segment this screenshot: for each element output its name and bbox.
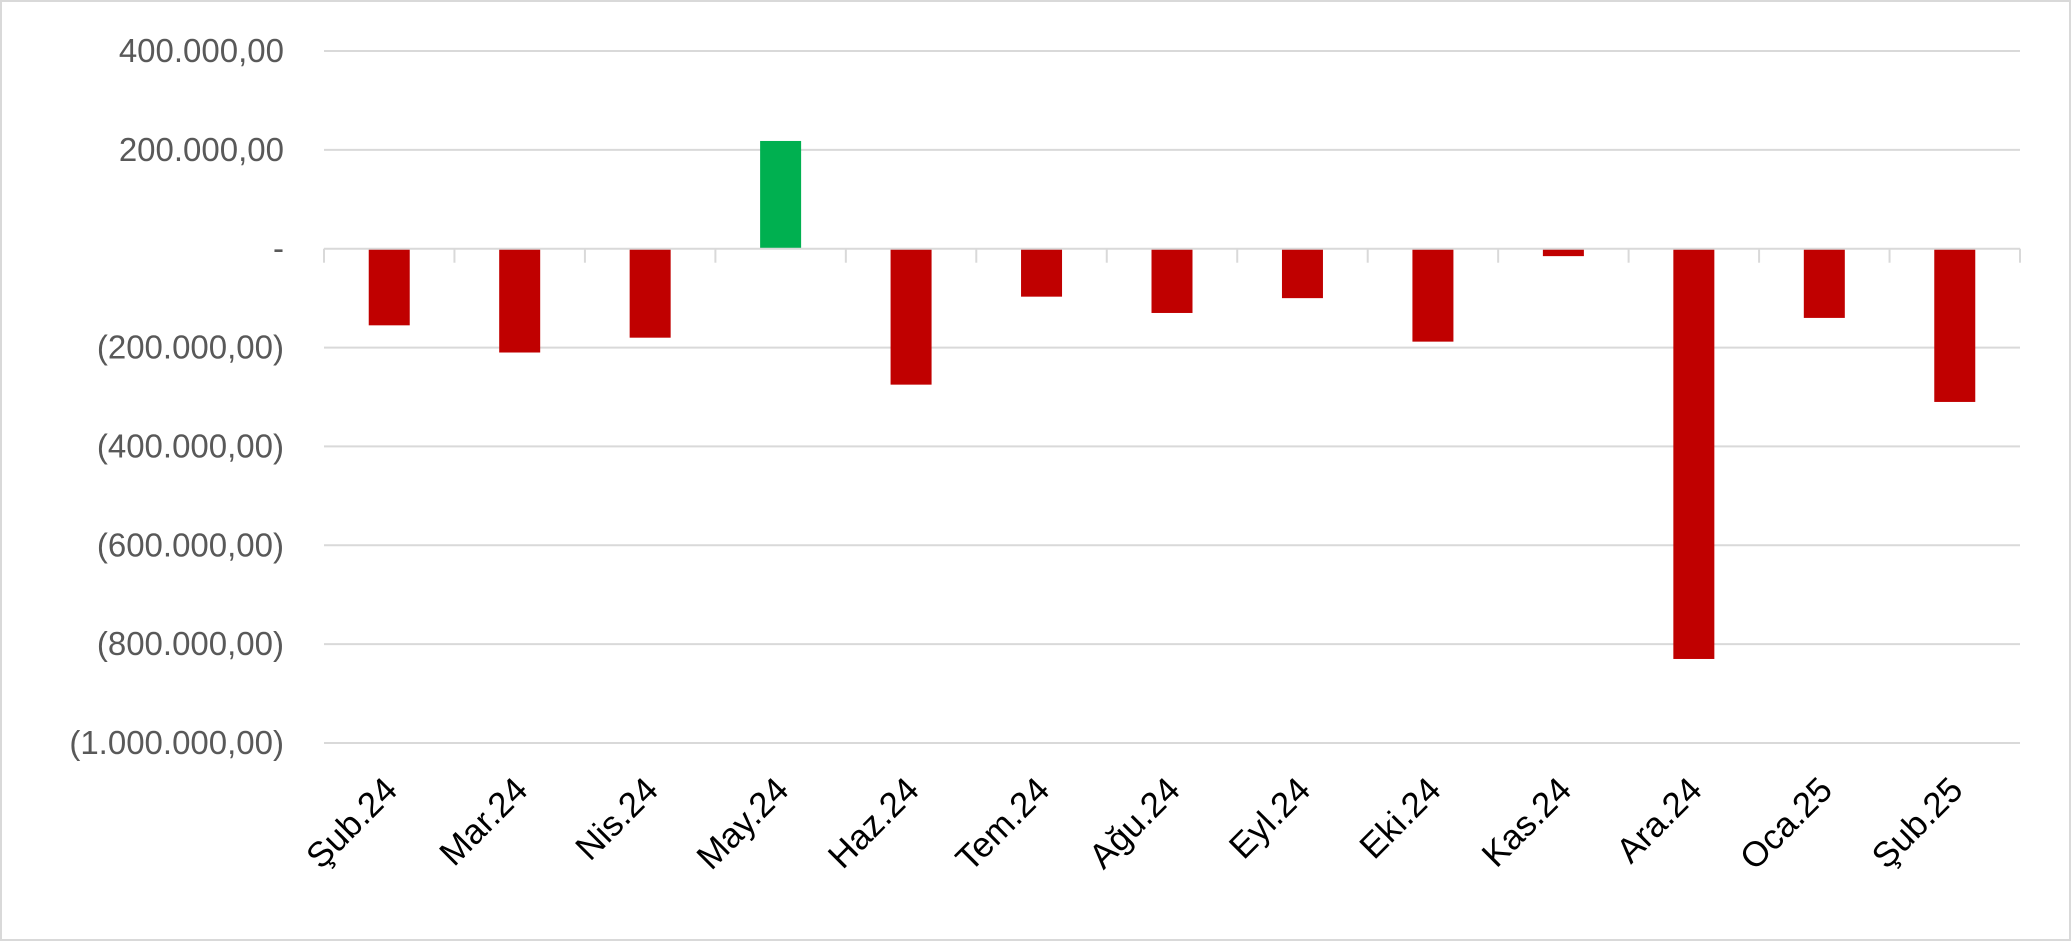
x-tick-label: Ağu.24 <box>1082 770 1188 876</box>
bar-0 <box>368 248 410 326</box>
gridlines <box>324 50 2020 744</box>
x-tick-label: Eyl.24 <box>1222 770 1318 866</box>
y-tick-label: (1.000.000,00) <box>69 724 284 761</box>
x-tick-label: Eki.24 <box>1352 770 1448 866</box>
bar-3 <box>760 140 802 249</box>
x-tick-label: Haz.24 <box>821 770 927 876</box>
x-axis-tick-labels: Şub.24 Mar.24 Nis.24 May.24 Haz.24 Tem.24 Ağu.… <box>299 770 1971 879</box>
bars <box>368 140 1976 659</box>
bar-7 <box>1281 248 1323 299</box>
x-tick-label: Tem.24 <box>948 770 1057 879</box>
x-tick-label: May.24 <box>689 770 796 877</box>
bar-1 <box>499 248 541 353</box>
y-tick-label: - <box>273 230 284 267</box>
y-axis-tick-labels: 400.000,00 200.000,00 - (200.000,00) (400.00… <box>69 32 284 761</box>
bar-9 <box>1542 248 1584 257</box>
x-tick-label: Kas.24 <box>1474 770 1579 875</box>
bar-12 <box>1934 248 1976 402</box>
bar-8 <box>1412 248 1454 342</box>
y-tick-label: (800.000,00) <box>97 625 284 662</box>
x-axis <box>323 247 2021 263</box>
y-tick-label: (200.000,00) <box>97 329 284 366</box>
y-tick-label: 400.000,00 <box>119 32 284 69</box>
x-tick-label: Nis.24 <box>568 770 666 868</box>
bar-5 <box>1021 248 1063 297</box>
bar-2 <box>629 248 671 338</box>
bar-10 <box>1673 248 1715 659</box>
x-tick-label: Oca.25 <box>1733 770 1840 877</box>
y-tick-label: (600.000,00) <box>97 526 284 563</box>
x-tick-label: Şub.25 <box>1864 770 1970 876</box>
x-tick-label: Ara.24 <box>1609 770 1709 870</box>
x-tick-label: Şub.24 <box>299 770 405 876</box>
y-tick-label: (400.000,00) <box>97 427 284 464</box>
x-tick-label: Mar.24 <box>432 770 535 873</box>
bar-11 <box>1803 248 1845 318</box>
y-tick-label: 200.000,00 <box>119 131 284 168</box>
bar-4 <box>890 248 932 385</box>
bar-6 <box>1151 248 1193 313</box>
